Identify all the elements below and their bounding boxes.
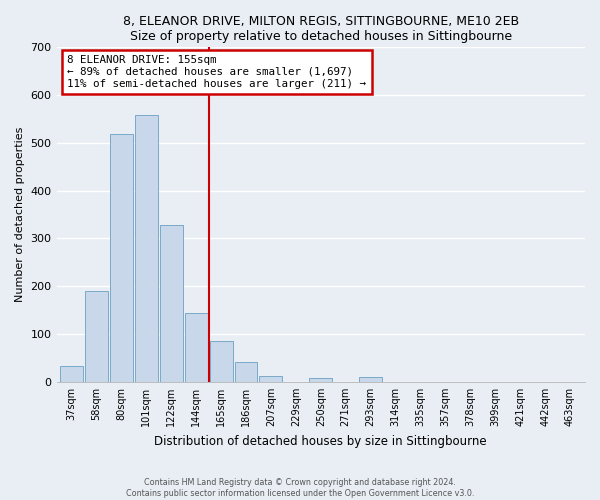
Text: 8 ELEANOR DRIVE: 155sqm
← 89% of detached houses are smaller (1,697)
11% of semi: 8 ELEANOR DRIVE: 155sqm ← 89% of detache…: [67, 56, 366, 88]
Bar: [310, 378, 332, 382]
Bar: [110, 134, 133, 382]
Bar: [85, 291, 108, 382]
Bar: [185, 313, 208, 382]
Text: Contains HM Land Registry data © Crown copyright and database right 2024.
Contai: Contains HM Land Registry data © Crown c…: [126, 478, 474, 498]
Bar: [209, 341, 233, 382]
Bar: [60, 366, 83, 382]
Bar: [359, 376, 382, 382]
Bar: [235, 362, 257, 382]
Bar: [160, 225, 182, 382]
Bar: [135, 116, 158, 382]
Bar: [259, 376, 283, 382]
X-axis label: Distribution of detached houses by size in Sittingbourne: Distribution of detached houses by size …: [154, 434, 487, 448]
Y-axis label: Number of detached properties: Number of detached properties: [15, 126, 25, 302]
Title: 8, ELEANOR DRIVE, MILTON REGIS, SITTINGBOURNE, ME10 2EB
Size of property relativ: 8, ELEANOR DRIVE, MILTON REGIS, SITTINGB…: [123, 15, 519, 43]
